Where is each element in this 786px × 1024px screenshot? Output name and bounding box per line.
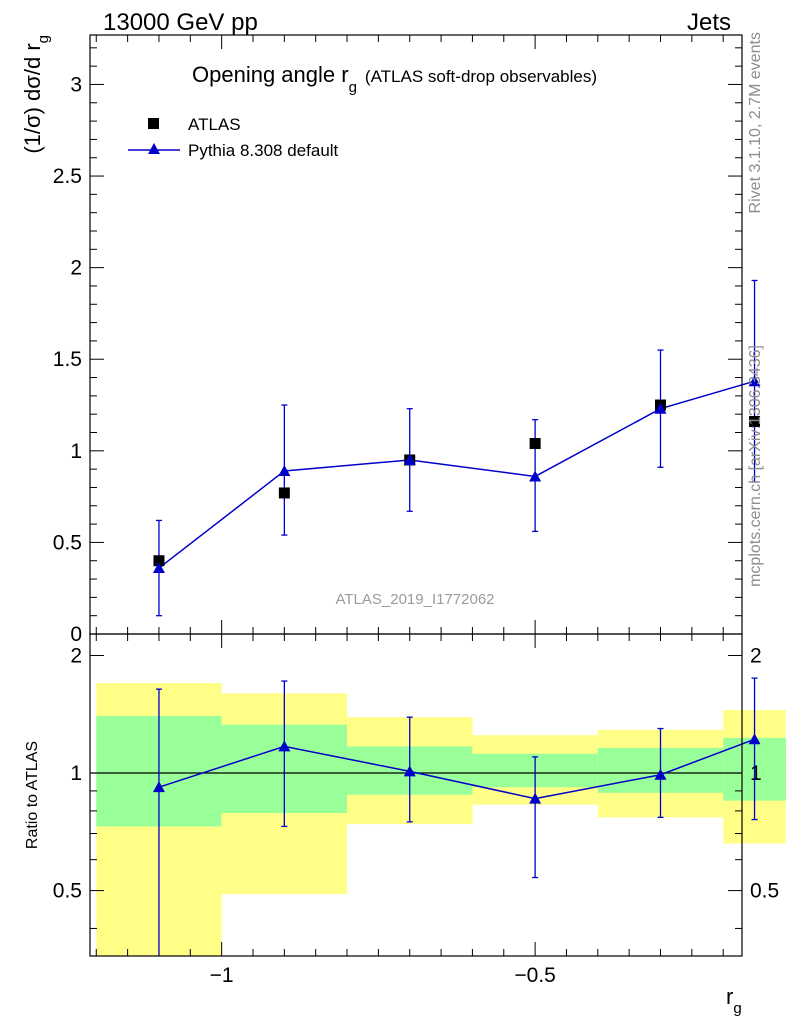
legend-label-mc: Pythia 8.308 default [188, 141, 339, 160]
header-right: Jets [687, 9, 731, 36]
chart-title: Opening angle rg (ATLAS soft-drop observa… [192, 62, 597, 96]
mc-line [158, 380, 755, 569]
ratio-mc-point [403, 765, 416, 777]
legend-label-atlas: ATLAS [188, 115, 241, 134]
atlas-point [278, 487, 290, 499]
main-ytick-label: 1.5 [53, 348, 82, 371]
mc-point [403, 453, 416, 465]
rivet-label: Rivet 3.1.10, 2.7M events [747, 32, 764, 213]
x-axis-label-sub: g [733, 1000, 741, 1017]
ratio-ytick-label-right: 0.5 [750, 880, 779, 903]
ratio-plot: 0.5 0.5 1 1 2 2 −1 −0.5 [53, 633, 786, 987]
legend: ATLAS Pythia 8.308 default [128, 115, 339, 160]
watermark: ATLAS_2019_I1772062 [335, 591, 494, 608]
ratio-mc-point [748, 733, 761, 745]
ratio-xtick-label: −0.5 [514, 964, 555, 987]
legend-marker-atlas [148, 118, 159, 129]
main-ytick-label: 1 [70, 440, 82, 463]
ratio-xtick-label: −1 [210, 964, 234, 987]
ratio-ytick-label: 0.5 [53, 880, 82, 903]
header-left: 13000 GeV pp [103, 9, 258, 36]
main-ylabel-sub: g [35, 35, 52, 43]
main-ytick-label: 0 [70, 623, 82, 646]
x-axis-label: rg [726, 984, 742, 1017]
main-ytick-label: 0.5 [53, 531, 82, 554]
ratio-mc-point [278, 740, 291, 752]
mc-point [654, 402, 667, 414]
ratio-mc-point [152, 781, 165, 793]
ratio-mc-point [529, 792, 542, 804]
main-ylabel-text: (1/σ) dσ/d r [20, 43, 45, 153]
mc-point [748, 375, 761, 387]
ratio-ytick-label: 2 [70, 644, 82, 667]
chart-title-main: Opening angle r [192, 62, 349, 87]
mc-point [278, 464, 291, 476]
main-ylabel: (1/σ) dσ/d rg [20, 35, 52, 154]
ratio-mc-point [654, 768, 667, 780]
mcplots-label: mcplots.cern.ch [arXiv:1306.3436] [747, 345, 764, 587]
legend-marker-mc [148, 143, 160, 154]
main-ytick-label: 3 [70, 73, 82, 96]
ratio-ytick-label-right: 1 [750, 762, 762, 785]
ratio-mc-line [158, 738, 755, 800]
atlas-point [529, 437, 541, 449]
atlas-point [749, 416, 761, 428]
ratio-ytick-label-right: 2 [750, 644, 762, 667]
ratio-ylabel: Ratio to ATLAS [24, 741, 41, 849]
mc-point [529, 470, 542, 482]
chart-title-sub: g [349, 79, 357, 96]
atlas-point [153, 555, 165, 567]
chart-title-suffix: (ATLAS soft-drop observables) [365, 67, 597, 86]
main-ytick-label: 2.5 [53, 165, 82, 188]
ratio-frame [89, 633, 743, 957]
ratio-ytick-label: 1 [70, 762, 82, 785]
mc-point [152, 562, 165, 574]
x-axis-label-text: r [726, 984, 733, 1009]
main-ytick-label: 2 [70, 257, 82, 280]
